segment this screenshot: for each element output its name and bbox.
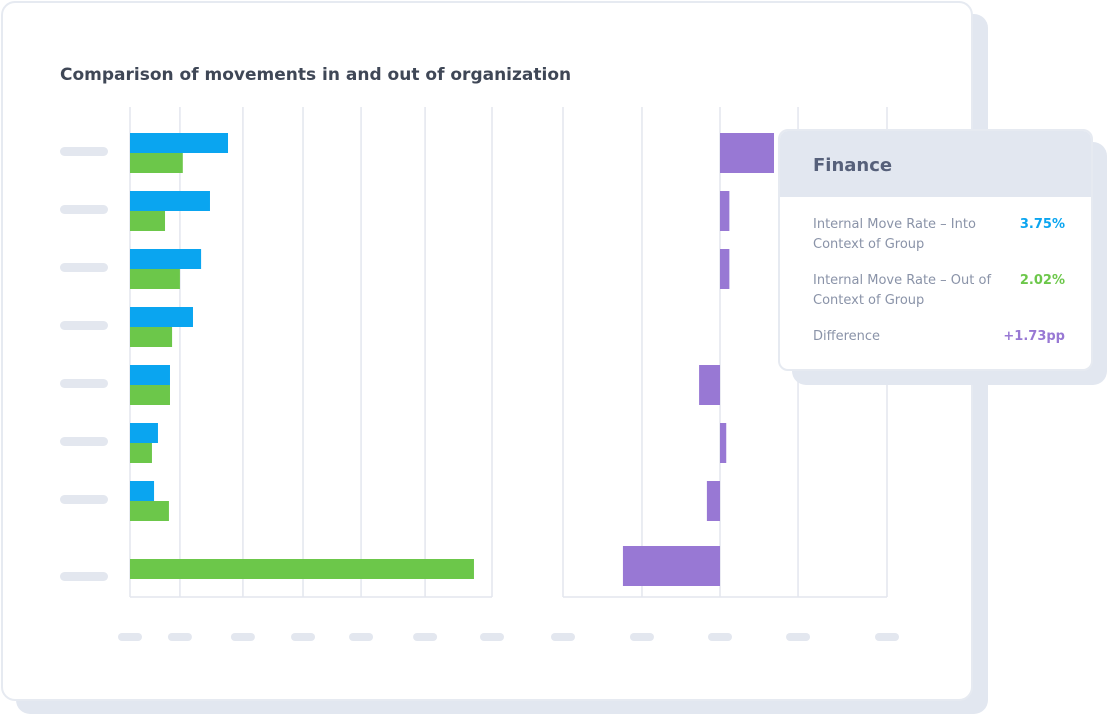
tooltip-label: Internal Move Rate – Out of Context of G…: [813, 273, 992, 308]
tooltip-rows: Internal Move Rate – Into Context of Gro…: [780, 197, 1091, 347]
x-tick-placeholder: [708, 633, 733, 641]
bar: [720, 249, 730, 289]
bar: [720, 133, 775, 173]
chart-title: Comparison of movements in and out of or…: [60, 65, 571, 85]
bar: [706, 481, 721, 521]
y-tick-placeholder: [60, 495, 108, 504]
y-tick-placeholder: [60, 572, 108, 581]
bar: [130, 385, 170, 405]
y-tick-placeholder: [60, 263, 108, 272]
bar: [622, 546, 721, 586]
tooltip-row: Internal Move Rate – Out of Context of G…: [780, 271, 1091, 311]
x-tick-placeholder: [413, 633, 438, 641]
tooltip-title: Finance: [780, 131, 1091, 197]
bar: [130, 191, 210, 211]
x-tick-placeholder: [480, 633, 504, 641]
bar: [130, 307, 193, 327]
x-tick-placeholder: [349, 633, 374, 641]
x-tick-placeholder: [230, 633, 255, 641]
x-tick-placeholder: [786, 633, 811, 641]
tooltip-row: Internal Move Rate – Into Context of Gro…: [780, 215, 1091, 255]
bar: [130, 211, 166, 231]
bar: [130, 153, 183, 173]
tooltip-value: 3.75%: [1019, 217, 1065, 232]
y-tick-placeholder: [60, 379, 108, 388]
x-tick-placeholder: [551, 633, 575, 641]
x-tick-placeholder: [291, 633, 316, 641]
bar: [699, 365, 721, 405]
x-tick-placeholder: [167, 633, 192, 641]
tooltip-label: Internal Move Rate – Into Context of Gro…: [813, 217, 976, 252]
bar: [130, 423, 158, 443]
bar: [130, 249, 202, 269]
x-tick-placeholder: [629, 633, 654, 641]
bar: [130, 327, 173, 347]
x-tick-placeholder: [118, 633, 142, 641]
x-tick-placeholder: [875, 633, 899, 641]
bar: [130, 365, 170, 385]
tooltip-value: +1.73pp: [1003, 329, 1065, 344]
y-tick-placeholder: [60, 205, 108, 214]
bar: [720, 191, 730, 231]
bar: [130, 443, 152, 463]
bar: [130, 559, 474, 579]
tooltip-value: 2.02%: [1019, 273, 1065, 288]
y-tick-placeholder: [60, 321, 108, 330]
tooltip-row: Difference +1.73pp: [780, 327, 1091, 347]
bar: [130, 133, 229, 153]
bar: [720, 423, 727, 463]
tooltip-label: Difference: [813, 329, 881, 344]
bar: [130, 269, 180, 289]
bar: [130, 481, 155, 501]
y-tick-placeholder: [60, 147, 108, 156]
bar: [130, 501, 169, 521]
y-tick-placeholder: [60, 437, 108, 446]
tooltip: Finance Internal Move Rate – Into Contex…: [778, 129, 1093, 371]
